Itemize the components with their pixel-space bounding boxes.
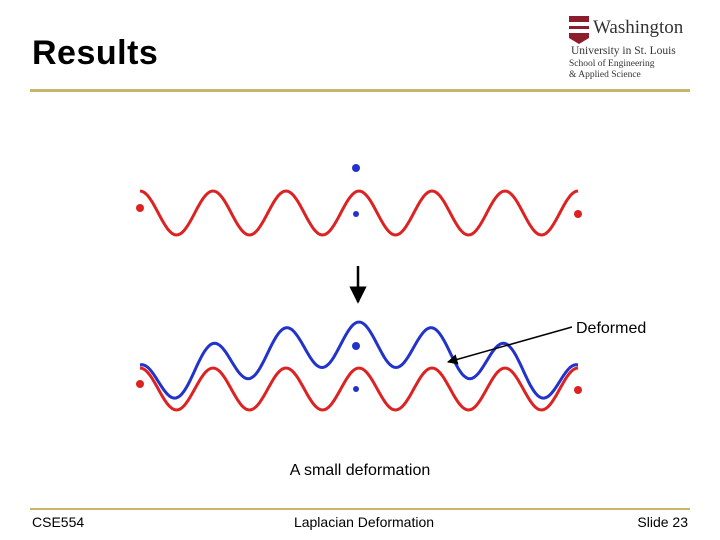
figure-caption: A small deformation <box>289 462 431 479</box>
anchor-right-top <box>574 210 582 218</box>
footer-course: CSE554 <box>32 514 85 530</box>
footer-divider <box>30 508 690 510</box>
deformed-pointer-arrow <box>446 326 573 365</box>
deformed-curve <box>139 320 579 400</box>
deformed-annotation: Deformed <box>576 320 647 337</box>
anchor-right-bottom <box>574 386 582 394</box>
original-curve-top <box>139 189 579 237</box>
anchor-left-top <box>136 204 144 212</box>
handle-point-top <box>352 164 360 172</box>
footer-slide-number: Slide 23 <box>637 514 688 530</box>
svg-text:Washington: Washington <box>593 17 684 38</box>
slide-title: Results <box>32 34 159 72</box>
svg-text:School of Engineering: School of Engineering <box>569 58 655 69</box>
svg-text:University in St. Louis: University in St. Louis <box>571 45 676 57</box>
shield-icon <box>569 16 589 44</box>
handle-point-deformed <box>352 342 360 350</box>
footer-topic: Laplacian Deformation <box>293 514 435 530</box>
original-curve-bottom <box>139 366 579 412</box>
university-logo: Washington University in St. Louis Schoo… <box>569 16 684 80</box>
anchor-left-bottom <box>136 380 144 388</box>
handle-point-mid-top <box>353 211 359 217</box>
title-divider <box>30 89 690 92</box>
handle-point-original-bottom <box>353 386 359 392</box>
svg-text:& Applied Science: & Applied Science <box>569 70 641 80</box>
